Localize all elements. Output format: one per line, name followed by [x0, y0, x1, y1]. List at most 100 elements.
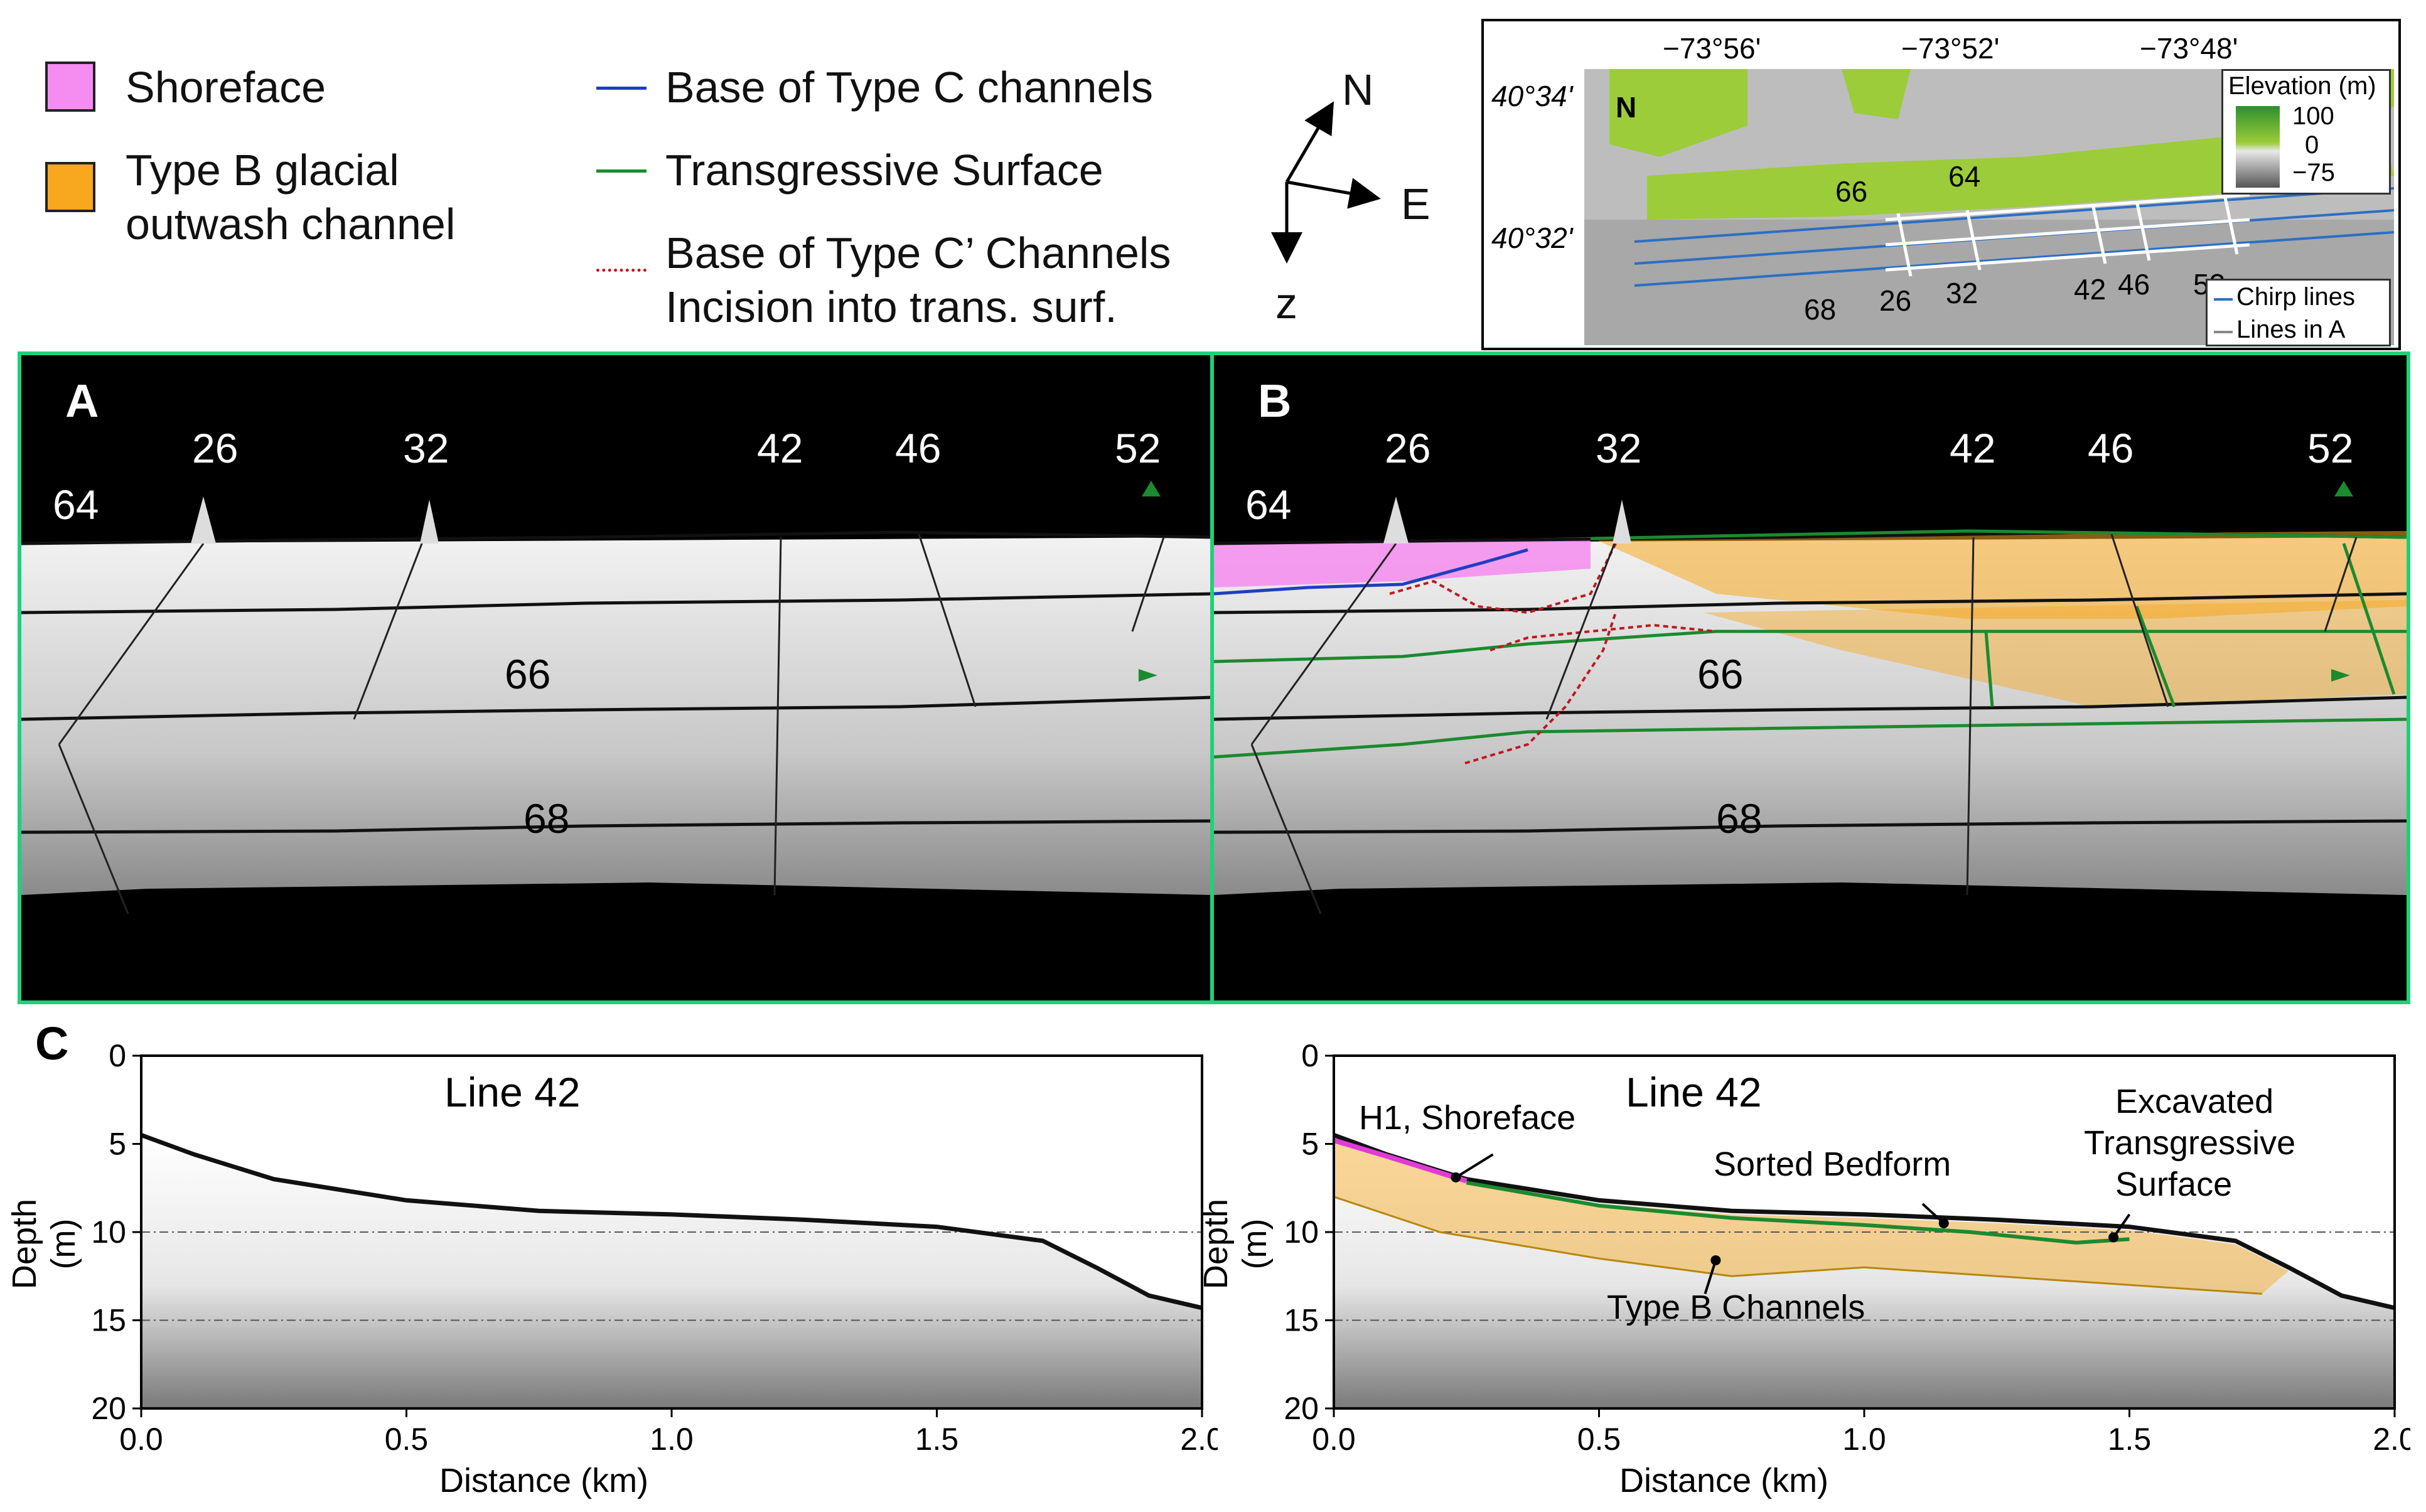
inset-north: N — [1616, 91, 1637, 124]
panel-b-fence-diagram — [1214, 481, 2407, 914]
legend-baseCprime-2: Incision into trans. surf. — [665, 282, 1117, 331]
inset-line-66: 66 — [1835, 175, 1868, 208]
panel-a-line-42: 42 — [757, 425, 803, 471]
panel-b-line-26: 26 — [1385, 425, 1431, 471]
annot-sorted-bedform: Sorted Bedform — [1714, 1145, 1951, 1183]
panel-a-line-52: 52 — [1115, 425, 1161, 471]
panel-b-line-46: 46 — [2088, 425, 2134, 471]
shoreface-swatch — [45, 62, 95, 112]
panel-b-line-66: 66 — [1697, 651, 1744, 697]
elevation-legend: Elevation (m) 100 0 −75 — [2221, 69, 2391, 195]
land-patch-2 — [1842, 69, 1911, 119]
x-tick-label: 0.5 — [1577, 1422, 1621, 1457]
y-tick-label: 5 — [109, 1127, 126, 1162]
legend-chirp-swatch — [2214, 298, 2233, 301]
base-c-prime-channels — [1389, 543, 1717, 764]
inset-map: −73°56' −73°52' −73°48' 40°34' 40°32' N … — [1481, 19, 2401, 350]
y-tick-label: 15 — [1284, 1303, 1319, 1338]
legend-chirp-lines: Chirp lines — [2236, 283, 2355, 311]
type-b-channel-fill — [1334, 1139, 2289, 1294]
x-tick-label: 0.0 — [119, 1422, 163, 1457]
series-type-b-channel-base — [1333, 1196, 2262, 1295]
x-tick-label: 1.5 — [915, 1422, 959, 1457]
subsurface-fill — [1334, 1135, 2395, 1408]
lon-label-1: −73°56' — [1663, 32, 1761, 65]
panel-a-line-32: 32 — [403, 425, 449, 471]
barrier-island — [1647, 126, 2394, 220]
lat-label-2: 40°32' — [1491, 222, 1573, 254]
annot-excavated-3: Surface — [2115, 1166, 2233, 1203]
legend-baseC: Base of Type C channels — [665, 63, 1153, 112]
chart-right-title: Line 42 — [1626, 1069, 1762, 1115]
subsurface-fill — [141, 1135, 1202, 1408]
annot-h1-shoreface: H1, Shoreface — [1359, 1099, 1576, 1137]
annotation-arrow-head — [1451, 1172, 1461, 1182]
y-tick-label: 10 — [91, 1214, 126, 1250]
chart-right-xlabel: Distance (km) — [1619, 1462, 1829, 1499]
legend-lines-a-swatch — [2214, 331, 2233, 333]
panel-b-label: B — [1258, 375, 1292, 427]
series-seafloor — [140, 1133, 1203, 1311]
legend-transgressive: Transgressive Surface — [665, 146, 1103, 195]
shoreface-veneer — [1333, 1138, 1468, 1184]
chart-left-title: Line 42 — [444, 1069, 581, 1115]
elevation-tick-0: 0 — [2305, 131, 2319, 159]
compass-z-label: z — [1275, 279, 1297, 328]
y-tick-label: 20 — [1284, 1391, 1319, 1426]
panel-a-line-26: 26 — [192, 425, 239, 471]
y-tick-label: 15 — [91, 1303, 126, 1338]
panel-c-label: C — [35, 1017, 69, 1070]
type-b-fill-middle — [1704, 600, 2407, 707]
lon-label-2: −73°52' — [1901, 32, 2000, 65]
chart-right: 0.0 0.5 1.0 1.5 2.0 0 5 10 15 20 — [1284, 1038, 2410, 1457]
chart-right-ylabel: Depth (m) — [1197, 1198, 1274, 1290]
shoreface-fill — [1214, 537, 1591, 587]
chart-left-ylabel: Depth (m) — [6, 1198, 82, 1290]
annot-excavated-2: Transgressive — [2084, 1124, 2296, 1162]
inset-line-46: 46 — [2118, 268, 2150, 301]
land-patch-1 — [1609, 69, 1747, 157]
y-tick-label: 0 — [109, 1038, 126, 1073]
annotation-arrow-head — [2108, 1232, 2119, 1243]
elevation-tick-75: −75 — [2292, 159, 2335, 186]
panel-b-line-64: 64 — [1245, 481, 1292, 528]
panel-b-line-32: 32 — [1596, 425, 1642, 471]
x-tick-label: 1.0 — [1842, 1422, 1886, 1457]
panel-b-line-42: 42 — [1950, 425, 1996, 471]
base-c-channels — [1214, 548, 1528, 596]
legend-baseC-line — [596, 87, 647, 90]
elevation-tick-100: 100 — [2292, 102, 2334, 130]
annotation-arrow-head — [1938, 1218, 1949, 1228]
annotation-arrow — [1455, 1153, 1494, 1179]
panel-a-label: A — [65, 375, 99, 427]
inset-line-26: 26 — [1879, 284, 1912, 317]
panel-a-line-66: 66 — [505, 651, 551, 697]
transgressive-surface — [1214, 529, 2407, 759]
x-tick-label: 0.0 — [1312, 1422, 1356, 1457]
legend-lines-a: Lines in A — [2236, 316, 2346, 343]
y-tick-label: 5 — [1301, 1127, 1319, 1162]
compass-diagram — [1271, 101, 1381, 264]
panel-b-line-52: 52 — [2307, 425, 2354, 471]
series-transgressive-surface — [1466, 1181, 2130, 1245]
annotation-arrow — [1704, 1260, 1717, 1294]
legend-baseCprime-line — [596, 269, 647, 272]
elevation-title: Elevation (m) — [2228, 72, 2376, 100]
inset-line-42: 42 — [2074, 273, 2107, 306]
elevation-colorbar — [2236, 106, 2280, 188]
inset-line-32: 32 — [1946, 277, 1978, 309]
legend-baseCprime-1: Base of Type C’ Channels — [665, 228, 1171, 277]
x-tick-label: 2.0 — [2373, 1422, 2410, 1457]
panel-b: B 26 32 42 46 52 64 66 68 — [1210, 351, 2410, 1004]
lines-in-a — [1885, 193, 2250, 277]
lon-label-3: −73°48' — [2140, 32, 2238, 65]
lat-label-1: 40°34' — [1491, 80, 1573, 112]
chart-left-xlabel: Distance (km) — [439, 1462, 649, 1499]
x-tick-label: 2.0 — [1180, 1422, 1218, 1457]
annot-typeb-channels: Type B Channels — [1607, 1289, 1865, 1326]
y-tick-label: 10 — [1284, 1214, 1319, 1250]
panel-a-line-46: 46 — [895, 425, 942, 471]
panel-a-fence-diagram — [21, 481, 1214, 914]
inset-line-68: 68 — [1804, 293, 1837, 326]
compass-north-label: N — [1342, 65, 1374, 114]
